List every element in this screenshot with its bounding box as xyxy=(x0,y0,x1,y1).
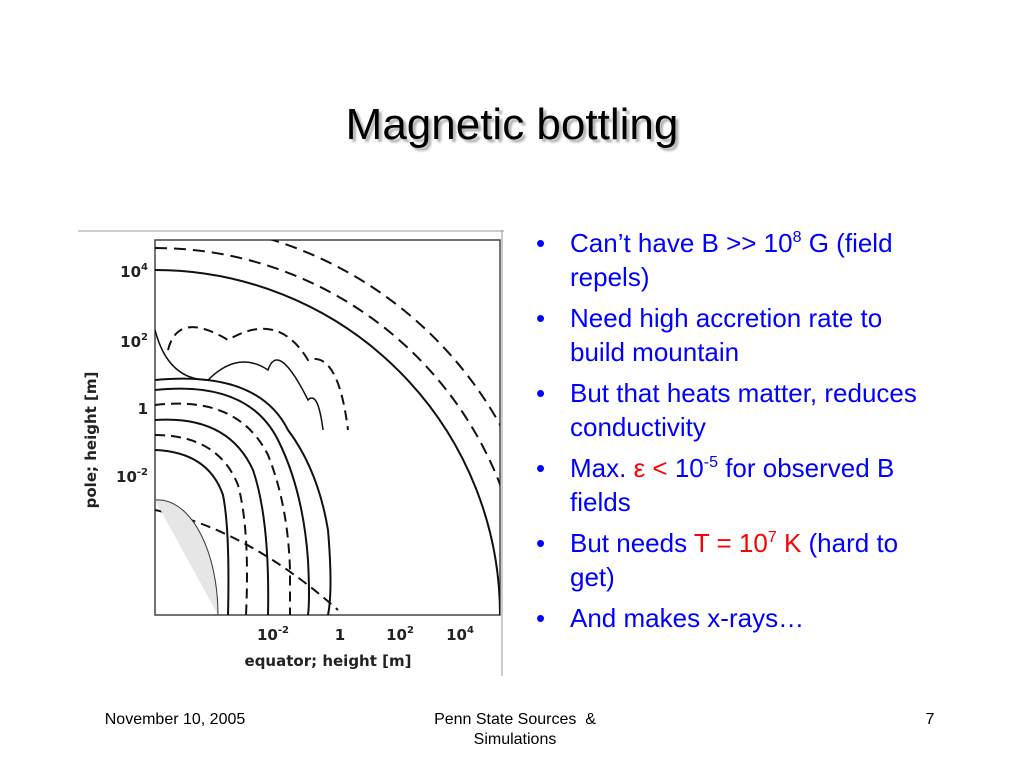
dashed-contour xyxy=(269,240,500,427)
text-run: T = 10 xyxy=(693,528,768,558)
star-surface xyxy=(155,499,219,615)
text-run: (hard to get) xyxy=(570,528,899,592)
dashed-contour xyxy=(155,434,248,615)
tick-exponent: 4 xyxy=(141,262,148,273)
plot-frame xyxy=(154,239,501,616)
solid-contour xyxy=(155,387,310,615)
y-tick-label: 10-2 xyxy=(116,467,148,486)
superscript: 8 xyxy=(792,229,802,246)
text-run: G (field repels) xyxy=(570,228,893,292)
text-run: But that heats matter, reduces conductiv… xyxy=(570,378,917,442)
text-run: Need high accretion rate to build mounta… xyxy=(570,303,883,367)
text-run: 10 xyxy=(674,453,704,483)
tick-base: 10 xyxy=(386,626,407,644)
solid-contour xyxy=(155,449,230,615)
text-run: And makes x-rays… xyxy=(570,603,805,633)
tick-base: 10 xyxy=(116,468,137,486)
text-run: Can’t have B >> 10 xyxy=(570,228,793,258)
x-tick-label: 104 xyxy=(446,625,474,644)
tick-exponent: 2 xyxy=(141,332,148,343)
y-tick-label: 104 xyxy=(120,262,148,281)
dashed-contour xyxy=(167,326,349,431)
y-axis-label: pole; height [m] xyxy=(82,372,100,509)
figure-background xyxy=(78,230,504,676)
bullet: But needs T = 107 K (hard to get) xyxy=(532,526,932,594)
x-tick-label: 1 xyxy=(335,626,345,644)
slide-title: Magnetic bottling xyxy=(345,100,679,149)
text-run: But needs xyxy=(570,528,694,558)
tick-exponent: -2 xyxy=(278,625,289,636)
tick-base: 10 xyxy=(120,333,141,351)
tick-exponent: -2 xyxy=(137,467,148,478)
bullet-list: Can’t have B >> 108 G (field repels) Need… xyxy=(532,226,932,642)
solid-contour xyxy=(155,418,270,615)
dashed-contour xyxy=(155,402,291,615)
text-run: K xyxy=(776,528,802,558)
footer-center: Penn State Sources & Simulations xyxy=(434,711,601,748)
text-run: Max. xyxy=(570,453,634,483)
bullet: But that heats matter, reduces conductiv… xyxy=(532,376,932,444)
text-run: ε < xyxy=(633,453,675,483)
outer-boundary xyxy=(155,269,500,615)
superscript: -5 xyxy=(703,454,718,471)
x-tick-label: 102 xyxy=(386,625,414,644)
x-axis-label: equator; height [m] xyxy=(245,652,412,670)
field-lines xyxy=(155,240,500,615)
y-tick-label: 102 xyxy=(120,332,148,351)
tick-exponent: 4 xyxy=(467,625,474,636)
solid-contour xyxy=(155,377,332,615)
bullet: Need high accretion rate to build mounta… xyxy=(532,301,932,369)
bullet: Can’t have B >> 108 G (field repels) xyxy=(532,226,932,294)
tick-base: 10 xyxy=(120,263,141,281)
y-tick-label: 1 xyxy=(138,400,148,418)
footer-page: 7 xyxy=(925,711,935,728)
tick-base: 10 xyxy=(446,626,467,644)
footer-date: November 10, 2005 xyxy=(104,711,246,728)
tick-base: 1 xyxy=(335,626,345,644)
tick-base: 1 xyxy=(138,400,148,418)
tick-exponent: 2 xyxy=(407,625,414,636)
turbulent-contour xyxy=(155,329,324,431)
dashed-contour xyxy=(155,247,500,488)
superscript: 7 xyxy=(767,529,777,546)
x-tick-label: 10-2 xyxy=(257,625,289,644)
tick-base: 10 xyxy=(257,626,278,644)
bullet: And makes x-rays… xyxy=(532,601,932,635)
bullet: Max. ε < 10-5 for observed B fields xyxy=(532,451,932,519)
text-run: for observed B fields xyxy=(570,453,895,517)
